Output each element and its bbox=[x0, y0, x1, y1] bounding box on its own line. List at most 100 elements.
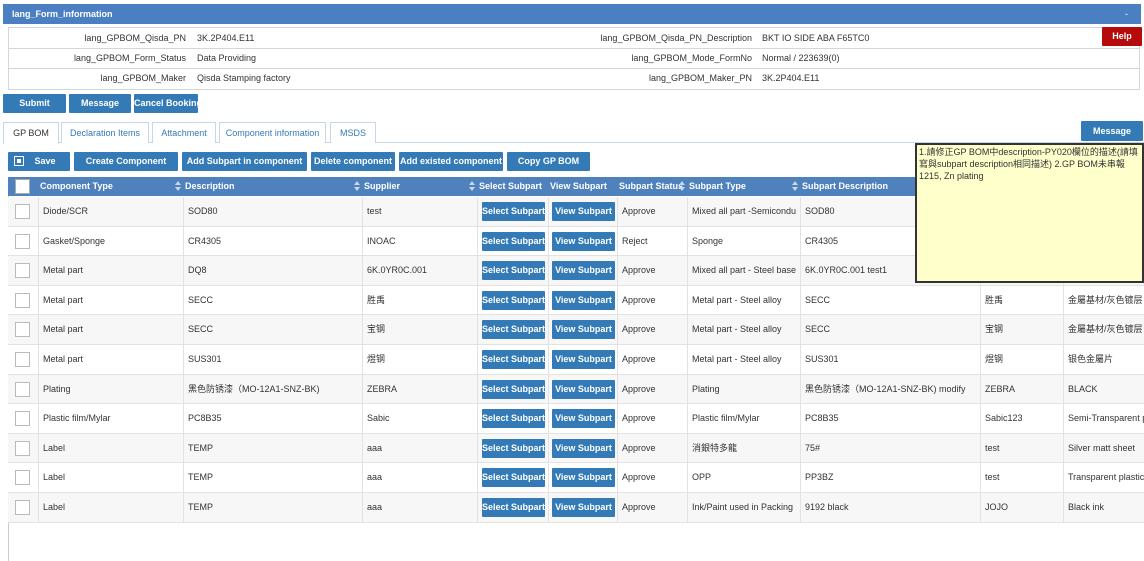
tab[interactable]: Attachment bbox=[152, 122, 216, 143]
sort-icon[interactable] bbox=[175, 187, 181, 191]
table-cell: Reject bbox=[622, 235, 648, 246]
column-header: View Subpart bbox=[550, 181, 607, 191]
table-cell: Metal part bbox=[43, 265, 84, 276]
tab-strip-line bbox=[3, 142, 1144, 143]
table-cell: Label bbox=[43, 472, 66, 483]
row-checkbox[interactable] bbox=[15, 500, 30, 515]
row-checkbox[interactable] bbox=[15, 292, 30, 308]
select-subpart-button[interactable]: Select Subpart bbox=[482, 438, 545, 458]
table-cell: test bbox=[985, 472, 1000, 483]
view-subpart-button[interactable]: View Subpart bbox=[552, 379, 615, 399]
cell-divider bbox=[1063, 463, 1064, 493]
help-button[interactable]: Help bbox=[1102, 27, 1142, 46]
sort-icon[interactable] bbox=[469, 187, 475, 191]
row-checkbox[interactable] bbox=[15, 381, 30, 397]
cell-divider bbox=[617, 493, 618, 523]
view-subpart-button[interactable]: View Subpart bbox=[552, 438, 615, 458]
collapse-button[interactable]: - bbox=[1125, 9, 1128, 19]
view-subpart-button[interactable]: View Subpart bbox=[552, 320, 615, 340]
toolbar-button[interactable]: Add existed component bbox=[399, 152, 503, 171]
action-button[interactable]: Submit bbox=[3, 94, 66, 113]
cell-divider bbox=[362, 226, 363, 257]
row-checkbox[interactable] bbox=[15, 411, 30, 427]
toolbar-button[interactable]: Add Subpart in component bbox=[182, 152, 307, 171]
info-value: Qisda Stamping factory bbox=[197, 73, 291, 83]
table-cell: Approve bbox=[622, 502, 656, 512]
sort-icon[interactable] bbox=[679, 181, 685, 185]
table-cell: DQ8 bbox=[188, 265, 207, 276]
view-subpart-button[interactable]: View Subpart bbox=[552, 468, 615, 488]
select-subpart-button[interactable]: Select Subpart bbox=[482, 290, 545, 310]
cell-divider bbox=[362, 493, 363, 523]
row-checkbox[interactable] bbox=[15, 352, 30, 367]
view-subpart-button[interactable]: View Subpart bbox=[552, 350, 615, 369]
cell-divider bbox=[183, 256, 184, 286]
sort-icon[interactable] bbox=[469, 181, 475, 185]
select-subpart-button[interactable]: Select Subpart bbox=[482, 320, 545, 340]
cell-divider bbox=[800, 374, 801, 405]
row-checkbox[interactable] bbox=[15, 204, 30, 219]
select-subpart-button[interactable]: Select Subpart bbox=[482, 498, 545, 517]
view-subpart-button[interactable]: View Subpart bbox=[552, 290, 615, 310]
select-subpart-button[interactable]: Select Subpart bbox=[482, 202, 545, 221]
sort-icon[interactable] bbox=[354, 187, 360, 191]
sort-icon[interactable] bbox=[175, 181, 181, 185]
row-checkbox[interactable] bbox=[15, 322, 30, 338]
select-subpart-button[interactable]: Select Subpart bbox=[482, 379, 545, 399]
cell-divider bbox=[687, 374, 688, 405]
toolbar-button[interactable]: Create Component bbox=[74, 152, 178, 171]
toolbar-button[interactable]: Delete component bbox=[311, 152, 395, 171]
message-button[interactable]: Message bbox=[1081, 121, 1143, 141]
cell-divider bbox=[548, 226, 549, 257]
table-cell: 银色金屬片 bbox=[1068, 354, 1114, 364]
info-row-line bbox=[8, 48, 1140, 49]
cell-divider bbox=[548, 433, 549, 464]
sort-icon[interactable] bbox=[792, 181, 798, 185]
select-subpart-button[interactable]: Select Subpart bbox=[482, 468, 545, 488]
view-subpart-button[interactable]: View Subpart bbox=[552, 409, 615, 429]
tab[interactable]: MSDS bbox=[330, 122, 376, 143]
cell-divider bbox=[980, 493, 981, 523]
view-subpart-button[interactable]: View Subpart bbox=[552, 261, 615, 281]
row-checkbox[interactable] bbox=[15, 233, 30, 249]
sort-icon[interactable] bbox=[354, 181, 360, 185]
toolbar-button[interactable]: Copy GP BOM bbox=[507, 152, 590, 171]
cell-divider bbox=[1063, 345, 1064, 375]
view-subpart-button[interactable]: View Subpart bbox=[552, 202, 615, 221]
table-cell: 黑色防锈漆（MO-12A1-SNZ-BK) bbox=[188, 383, 320, 394]
toolbar-button[interactable]: Save bbox=[8, 152, 70, 171]
cell-divider bbox=[980, 374, 981, 405]
cell-divider bbox=[362, 463, 363, 493]
cell-divider bbox=[1063, 374, 1064, 405]
select-subpart-button[interactable]: Select Subpart bbox=[482, 409, 545, 429]
action-button[interactable]: Message bbox=[69, 94, 131, 113]
row-checkbox[interactable] bbox=[15, 440, 30, 456]
table-cell: ZEBRA bbox=[985, 383, 1016, 394]
column-header: Description bbox=[185, 181, 235, 191]
sort-icon[interactable] bbox=[679, 187, 685, 191]
tab[interactable]: Declaration Items bbox=[61, 122, 149, 143]
action-button[interactable]: Cancel Booking bbox=[134, 94, 198, 113]
info-label: lang_GPBOM_Maker bbox=[100, 73, 186, 83]
select-subpart-button[interactable]: Select Subpart bbox=[482, 350, 545, 369]
cell-divider bbox=[548, 197, 549, 227]
select-subpart-button[interactable]: Select Subpart bbox=[482, 231, 545, 251]
info-label: lang_GPBOM_Qisda_PN bbox=[84, 33, 186, 43]
tab[interactable]: Component information bbox=[219, 122, 326, 143]
cell-divider bbox=[617, 463, 618, 493]
table-cell: Semi-Transparent p bbox=[1068, 413, 1144, 424]
table-cell: Metal part - Steel alloy bbox=[692, 324, 782, 335]
header-checkbox[interactable] bbox=[15, 179, 30, 194]
cell-divider bbox=[687, 433, 688, 464]
cell-divider bbox=[617, 197, 618, 227]
row-checkbox[interactable] bbox=[15, 263, 30, 279]
row-checkbox[interactable] bbox=[15, 470, 30, 486]
tab[interactable]: GP BOM bbox=[3, 122, 59, 144]
header-title: lang_Form_information bbox=[12, 9, 113, 19]
cell-divider bbox=[687, 197, 688, 227]
sort-icon[interactable] bbox=[792, 187, 798, 191]
cell-divider bbox=[362, 345, 363, 375]
view-subpart-button[interactable]: View Subpart bbox=[552, 498, 615, 517]
select-subpart-button[interactable]: Select Subpart bbox=[482, 261, 545, 281]
view-subpart-button[interactable]: View Subpart bbox=[552, 231, 615, 251]
